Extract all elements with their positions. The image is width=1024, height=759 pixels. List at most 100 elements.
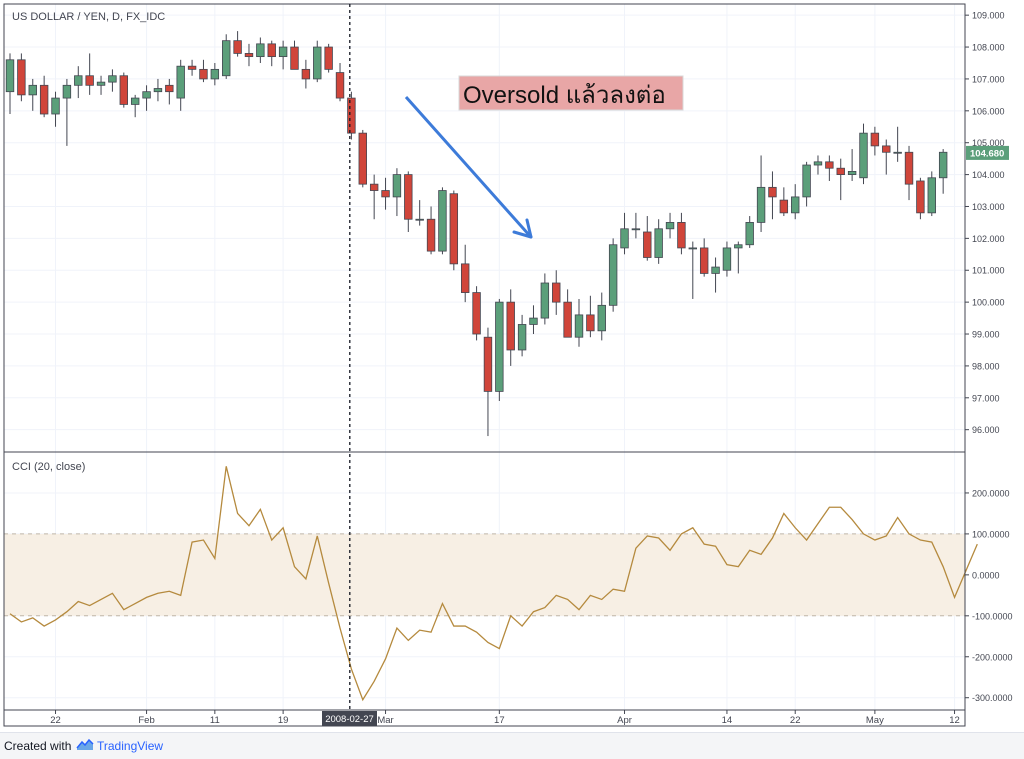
crosshair-date-label: 2008-02-27 bbox=[322, 711, 377, 726]
time-tick-label: Apr bbox=[617, 715, 632, 726]
cci-tick-label: 100.0000 bbox=[972, 529, 1010, 539]
candle bbox=[5, 53, 15, 115]
candle-body bbox=[802, 164, 811, 198]
candle bbox=[688, 241, 697, 299]
time-tick-label: 17 bbox=[494, 715, 505, 726]
time-tick-label: 12 bbox=[949, 715, 960, 726]
candle-body bbox=[39, 84, 49, 115]
candle-body bbox=[938, 151, 948, 179]
candle-body bbox=[222, 40, 231, 77]
cci-tick-label: -200.0000 bbox=[972, 652, 1013, 662]
candle bbox=[324, 43, 333, 73]
candle-body bbox=[28, 84, 37, 96]
candle bbox=[96, 75, 106, 95]
candle bbox=[415, 200, 424, 226]
candle-body bbox=[768, 186, 777, 198]
candle-body bbox=[347, 97, 356, 134]
cci-axis[interactable]: 200.0000 100.0000 0.0000 -100.0000 -200.0000… bbox=[965, 488, 1013, 703]
annotation-box[interactable]: Oversold แล้วลงต่อ bbox=[458, 75, 684, 111]
candle bbox=[199, 59, 208, 83]
candle bbox=[517, 314, 527, 357]
candle bbox=[813, 155, 823, 175]
candle-body bbox=[745, 222, 754, 246]
candle bbox=[347, 91, 356, 140]
candle-body bbox=[108, 75, 117, 83]
candle bbox=[267, 40, 276, 67]
candle bbox=[290, 40, 299, 70]
candle bbox=[506, 289, 515, 366]
trend-arrow[interactable] bbox=[404, 96, 533, 239]
price-axis[interactable]: 109.000 108.000 107.000 106.000 105.000 104.0… bbox=[965, 11, 1005, 436]
candle bbox=[825, 155, 834, 181]
candle bbox=[711, 257, 720, 293]
tradingview-logo-icon[interactable] bbox=[76, 738, 94, 757]
footer-bar: Created with TradingView bbox=[0, 732, 1024, 759]
candlestick-series bbox=[5, 31, 948, 437]
candle bbox=[768, 171, 777, 220]
candle-body bbox=[893, 151, 902, 154]
candle-body bbox=[290, 46, 299, 70]
candle-body bbox=[5, 59, 15, 93]
candle-body bbox=[415, 218, 424, 221]
candle bbox=[927, 171, 936, 217]
price-tick-label: 98.000 bbox=[972, 361, 1000, 371]
candle bbox=[608, 238, 618, 312]
cci-tick-label: -300.0000 bbox=[972, 693, 1013, 703]
time-axis[interactable]: 22 Feb 11 19 Mar 17 Apr 14 22 May 12 bbox=[50, 710, 960, 726]
candle-body bbox=[449, 193, 459, 265]
candle-body bbox=[96, 81, 106, 86]
candle-body bbox=[688, 247, 697, 250]
price-tick-label: 96.000 bbox=[972, 425, 1000, 435]
candle-body bbox=[654, 228, 663, 258]
candle bbox=[791, 184, 800, 220]
candle bbox=[540, 273, 550, 325]
candle-body bbox=[199, 68, 208, 80]
candle bbox=[176, 59, 185, 111]
candle-body bbox=[643, 231, 652, 258]
candle bbox=[187, 59, 197, 76]
cci-tick-label: 0.0000 bbox=[972, 570, 1000, 580]
candle-body bbox=[142, 91, 151, 99]
candle-body bbox=[529, 317, 538, 325]
candle bbox=[244, 43, 254, 67]
indicator-title: CCI (20, close) bbox=[12, 461, 85, 473]
chart-canvas[interactable]: 109.000 108.000 107.000 106.000 105.000 104.0… bbox=[0, 0, 1024, 732]
candle bbox=[552, 270, 561, 315]
time-tick-label: Mar bbox=[377, 715, 393, 726]
candle-body bbox=[870, 132, 880, 147]
price-tick-label: 97.000 bbox=[972, 393, 1000, 403]
candle bbox=[74, 66, 83, 99]
candle-body bbox=[825, 161, 834, 169]
candle-body bbox=[392, 174, 402, 198]
chart-frame: 109.000 108.000 107.000 106.000 105.000 104.0… bbox=[0, 0, 1024, 732]
tradingview-link[interactable]: TradingView bbox=[97, 739, 164, 753]
candle bbox=[870, 126, 880, 156]
candle-body bbox=[85, 75, 94, 86]
candle-body bbox=[813, 161, 823, 166]
candle-body bbox=[301, 68, 311, 80]
price-tick-label: 101.000 bbox=[972, 266, 1005, 276]
candle-body bbox=[176, 65, 185, 99]
candle-body bbox=[153, 88, 163, 93]
candle-body bbox=[699, 247, 709, 274]
price-tick-label: 99.000 bbox=[972, 330, 1000, 340]
candle-body bbox=[381, 190, 390, 198]
candle bbox=[938, 149, 948, 194]
candle-body bbox=[187, 65, 197, 70]
candle bbox=[404, 171, 413, 232]
candle-body bbox=[904, 151, 914, 185]
candle-body bbox=[358, 132, 367, 185]
candle bbox=[39, 75, 49, 118]
candle bbox=[369, 174, 379, 220]
candle-body bbox=[756, 186, 766, 223]
candle bbox=[233, 31, 242, 57]
candle-body bbox=[631, 228, 641, 231]
candle-body bbox=[472, 292, 481, 335]
candle bbox=[563, 289, 572, 338]
candle bbox=[745, 216, 754, 248]
candle bbox=[392, 168, 402, 217]
last-price-value: 104.680 bbox=[970, 148, 1004, 159]
candle bbox=[17, 53, 26, 102]
cci-series bbox=[9, 466, 978, 702]
candle bbox=[222, 34, 231, 79]
